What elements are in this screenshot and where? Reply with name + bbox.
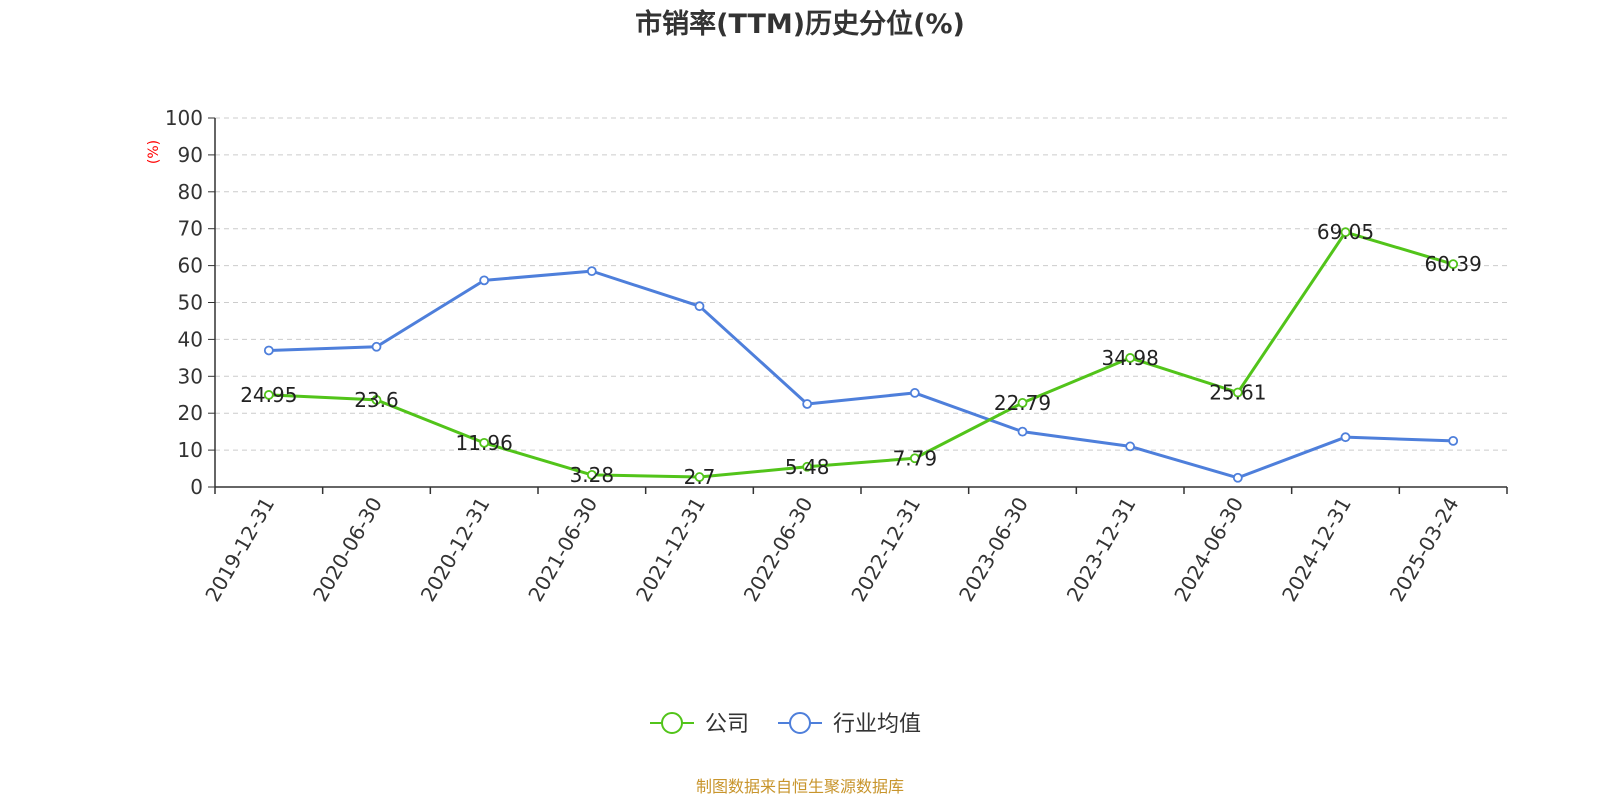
legend-marker xyxy=(789,712,811,734)
series-line xyxy=(268,230,1454,479)
y-tick-label: 100 xyxy=(165,106,203,130)
data-point xyxy=(479,437,490,448)
data-label: 69.05 xyxy=(1317,220,1374,244)
data-point xyxy=(1340,227,1351,238)
x-tick-label: 2025-03-24 xyxy=(1385,493,1464,606)
data-label: 2.7 xyxy=(684,465,716,489)
y-tick-label: 0 xyxy=(190,475,203,499)
data-point xyxy=(371,395,382,405)
data-point xyxy=(1232,387,1243,398)
y-tick-label: 50 xyxy=(178,291,203,315)
data-point xyxy=(909,388,920,398)
data-label: 11.96 xyxy=(456,431,513,455)
y-axis: 0 10 20 30 40 50 60 70 80 90 100 xyxy=(165,106,216,499)
data-point xyxy=(1017,426,1028,437)
data-label: 25.61 xyxy=(1209,380,1266,404)
data-point xyxy=(1017,398,1028,408)
series-layer: 24.95 23.6 11.96 3.28 2.7 5.48 7.79 22.79 34.98 2… xyxy=(240,220,1482,489)
data-label: 23.6 xyxy=(354,388,399,412)
x-tick-label: 2023-06-30 xyxy=(954,493,1033,606)
grid-lines xyxy=(215,117,1507,451)
y-tick-label: 10 xyxy=(178,438,203,462)
data-point xyxy=(371,341,382,352)
data-point xyxy=(586,266,597,277)
legend: 公司 行业均值 xyxy=(650,712,921,737)
data-label: 34.98 xyxy=(1102,346,1159,370)
x-tick-label: 2022-12-31 xyxy=(846,493,925,606)
series-line xyxy=(268,269,1454,480)
data-point xyxy=(263,390,274,400)
data-point xyxy=(694,472,705,482)
x-tick-label: 2021-06-30 xyxy=(523,493,602,606)
data-source: 制图数据来自恒生聚源数据库 xyxy=(696,777,904,796)
legend-label: 行业均值 xyxy=(833,712,921,737)
x-tick-label: 2023-12-31 xyxy=(1062,493,1141,606)
x-tick-label: 2021-12-31 xyxy=(631,493,710,606)
x-tick-label: 2022-06-30 xyxy=(739,493,818,606)
data-point xyxy=(694,301,705,312)
y-tick-label: 40 xyxy=(178,327,203,351)
y-tick-label: 70 xyxy=(178,217,203,241)
x-tick-label: 2024-06-30 xyxy=(1169,493,1248,606)
data-label: 22.79 xyxy=(994,391,1051,415)
legend-label: 公司 xyxy=(705,712,749,737)
x-tick-label: 2024-12-31 xyxy=(1277,493,1356,606)
data-label: 3.28 xyxy=(570,463,615,487)
data-point xyxy=(586,469,597,480)
data-label: 7.79 xyxy=(893,446,938,470)
data-point xyxy=(1448,435,1459,446)
y-tick-label: 60 xyxy=(178,254,203,278)
data-point xyxy=(1340,432,1351,443)
data-point xyxy=(909,453,920,464)
data-point xyxy=(1125,441,1136,452)
y-tick-label: 90 xyxy=(178,143,203,167)
x-tick-label: 2020-12-31 xyxy=(416,493,495,606)
y-axis-unit: (%) xyxy=(146,140,162,164)
data-point xyxy=(802,399,813,409)
x-tick-label: 2020-06-30 xyxy=(308,493,387,606)
legend-marker xyxy=(661,712,683,734)
data-label: 24.95 xyxy=(240,383,297,407)
data-label: 60.39 xyxy=(1425,252,1482,276)
y-tick-label: 80 xyxy=(178,180,203,204)
data-point xyxy=(479,275,490,286)
chart-title: 市销率(TTM)历史分位(%) xyxy=(635,8,965,40)
y-tick-label: 20 xyxy=(178,401,203,425)
data-label: 5.48 xyxy=(785,455,830,479)
data-point xyxy=(263,345,274,356)
data-point xyxy=(1232,472,1243,483)
x-axis: 2019-12-31 2020-06-30 2020-12-31 2021-06-30… xyxy=(200,486,1508,606)
data-point xyxy=(1448,259,1459,270)
data-point xyxy=(1125,353,1136,363)
data-point xyxy=(802,461,813,472)
x-tick-label: 2019-12-31 xyxy=(200,493,279,606)
y-tick-label: 30 xyxy=(178,364,203,388)
